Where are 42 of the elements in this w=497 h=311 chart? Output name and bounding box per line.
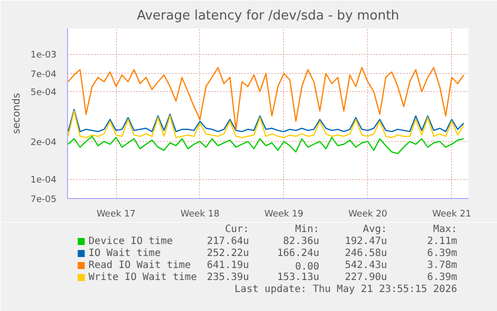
legend-label: Write IO Wait time <box>88 272 197 283</box>
line-series <box>68 66 464 130</box>
text: Min: <box>295 224 320 235</box>
x-tick-label: Week 17 <box>96 210 136 220</box>
text: 227.90u <box>344 272 388 283</box>
x-tick-label: Week 18 <box>180 210 220 220</box>
y-tick-label: 1e-03 <box>30 50 57 61</box>
y-tick-label: 5e-04 <box>30 88 57 98</box>
text: 153.13u <box>277 272 320 283</box>
line-series <box>68 108 464 132</box>
line-series <box>68 110 464 138</box>
y-axis-title: seconds <box>12 93 23 134</box>
legend-label: Device IO time <box>88 236 173 247</box>
text: 235.39u <box>206 272 250 283</box>
text: 82.36u <box>283 236 320 247</box>
chart-title: Average latency for /dev/sda - by month <box>136 8 400 24</box>
text: 542.43u <box>344 260 388 271</box>
line-series <box>68 136 464 154</box>
y-tick-label: 7e-05 <box>30 195 57 205</box>
x-tick-label: Week 21 <box>432 210 472 220</box>
text: 192.47u <box>344 236 388 247</box>
legend-label: IO Wait time <box>88 248 161 259</box>
text: 6.39m <box>427 272 458 283</box>
y-tick-label: 7e-04 <box>30 70 57 80</box>
text: Max: <box>433 224 458 235</box>
text: 246.58u <box>344 248 388 259</box>
text: 0.00 <box>295 262 320 272</box>
text: 6.39m <box>427 248 458 259</box>
text: 217.64u <box>206 236 250 247</box>
text: Last update: Thu May 21 23:55:15 2026 <box>234 284 458 295</box>
x-tick-label: Week 19 <box>264 210 304 220</box>
text: 3.78m <box>427 260 458 271</box>
legend-label: Read IO Wait time <box>88 260 191 271</box>
text: Avg: <box>362 224 388 235</box>
text: 641.19u <box>206 260 250 271</box>
text: Cur: <box>224 224 250 235</box>
y-tick-label: 1e-04 <box>30 176 57 186</box>
y-tick-label: 2e-04 <box>30 138 57 148</box>
x-tick-label: Week 20 <box>348 210 388 220</box>
text: 2.11m <box>427 236 458 247</box>
text: 252.22u <box>206 248 250 259</box>
text: 166.24u <box>277 248 320 259</box>
